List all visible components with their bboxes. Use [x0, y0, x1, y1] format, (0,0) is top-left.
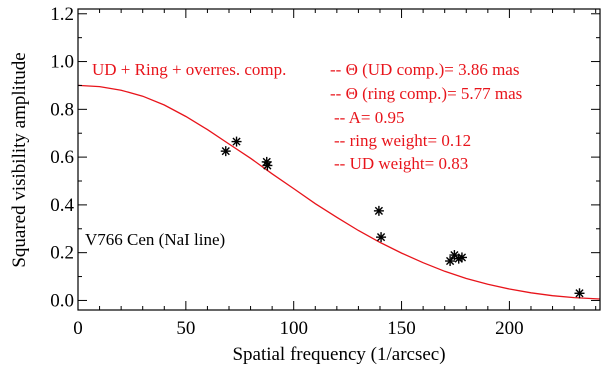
y-tick-label: 0.0	[50, 290, 74, 311]
target-label: V766 Cen (NaI line)	[85, 230, 225, 249]
y-axis-title: Squared visibility amplitude	[9, 52, 30, 267]
x-tick-label: 0	[73, 318, 83, 339]
data-point	[262, 160, 273, 171]
y-tick-label: 0.4	[50, 195, 74, 216]
annotations: UD + Ring + overres. comp. -- Θ (UD comp…	[85, 60, 522, 249]
data-point	[220, 146, 231, 157]
x-tick-label: 200	[495, 318, 524, 339]
param-ring-weight: -- ring weight= 0.12	[334, 131, 471, 150]
data-point	[574, 288, 585, 299]
x-axis-title: Spatial frequency (1/arcsec)	[232, 344, 445, 365]
x-tick-label: 150	[387, 318, 416, 339]
data-points-layer	[220, 136, 585, 299]
x-tick-label: 100	[279, 318, 308, 339]
y-tick-label: 1.2	[50, 4, 74, 25]
model-curve-layer	[78, 84, 600, 300]
param-ud-weight: -- UD weight= 0.83	[334, 154, 468, 173]
x-tick-label: 50	[176, 318, 195, 339]
x-axis-ticks: 0 50 100 150 200	[73, 9, 597, 339]
param-a: -- A= 0.95	[334, 108, 405, 127]
param-ring-diameter: -- Θ (ring comp.)= 5.77 mas	[330, 84, 522, 103]
data-point	[373, 205, 384, 216]
y-tick-label: 0.6	[50, 147, 74, 168]
model-header: UD + Ring + overres. comp.	[92, 60, 286, 79]
data-point	[445, 256, 456, 267]
plot-frame	[77, 8, 601, 311]
y-tick-label: 1.0	[50, 52, 74, 73]
model-curve	[78, 84, 600, 300]
y-tick-label: 0.2	[50, 243, 74, 264]
y-tick-label: 0.8	[50, 99, 74, 120]
y-axis-ticks: 0.0 0.2 0.4 0.6 0.8 1.0 1.2	[50, 4, 600, 311]
data-point	[376, 232, 387, 243]
data-point	[456, 252, 467, 263]
data-point	[231, 136, 242, 147]
param-ud-diameter: -- Θ (UD comp.)= 3.86 mas	[330, 60, 519, 79]
